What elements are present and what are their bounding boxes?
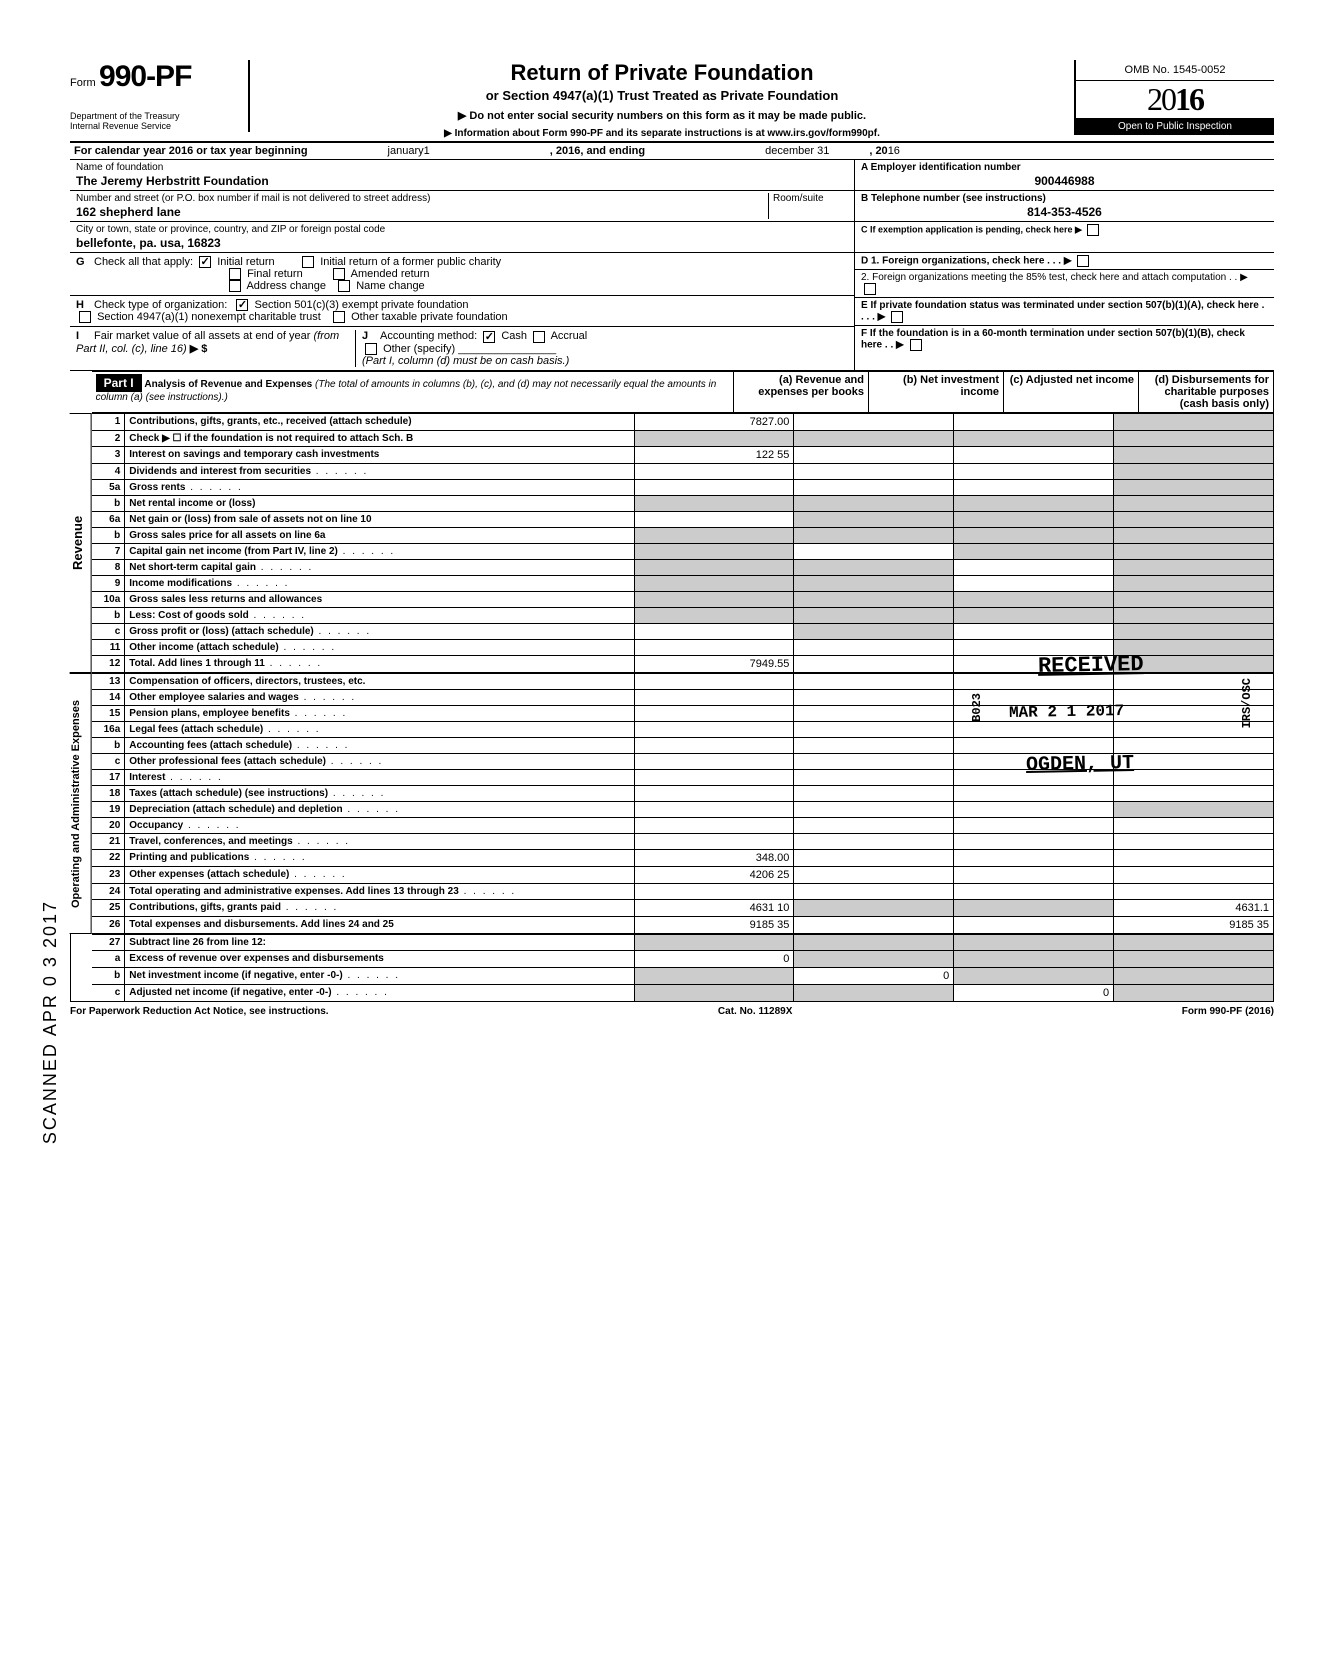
expenses-label: Operating and Administrative Expenses — [70, 673, 92, 934]
table-row: 24Total operating and administrative exp… — [92, 883, 1274, 899]
title-sub: or Section 4947(a)(1) Trust Treated as P… — [260, 88, 1064, 103]
name-label: Name of foundation — [76, 162, 848, 173]
box-b-label: B Telephone number (see instructions) — [861, 193, 1268, 204]
check-cash[interactable] — [483, 331, 495, 343]
box-c-check[interactable] — [1087, 224, 1099, 236]
table-row: aExcess of revenue over expenses and dis… — [92, 950, 1274, 967]
table-row: 27Subtract line 26 from line 12: — [92, 934, 1274, 950]
title-note1: ▶ Do not enter social security numbers o… — [260, 109, 1064, 122]
check-4947[interactable] — [79, 311, 91, 323]
table-row: bLess: Cost of goods sold — [92, 607, 1274, 623]
title-main: Return of Private Foundation — [260, 60, 1064, 86]
foundation-name: The Jeremy Herbstritt Foundation — [76, 174, 848, 188]
table-row: bAccounting fees (attach schedule) — [92, 737, 1274, 753]
table-row: 9Income modifications — [92, 575, 1274, 591]
room-label: Room/suite — [768, 193, 848, 219]
table-row: 3Interest on savings and temporary cash … — [92, 446, 1274, 463]
check-amended[interactable] — [333, 268, 345, 280]
check-address-change[interactable] — [229, 280, 241, 292]
part1-label: Part I — [96, 374, 142, 392]
table-row: 2Check ▶ ☐ if the foundation is not requ… — [92, 430, 1274, 446]
check-initial-return[interactable] — [199, 256, 211, 268]
omb-number: OMB No. 1545-0052 — [1076, 60, 1274, 81]
box-e: E If private foundation status was termi… — [861, 300, 1264, 323]
table-row: 25Contributions, gifts, grants paid4631 … — [92, 899, 1274, 916]
form-label: Form — [70, 77, 96, 89]
telephone: 814-353-4526 — [861, 205, 1268, 219]
check-501c3[interactable] — [236, 299, 248, 311]
foundation-addr: 162 shepherd lane — [76, 205, 768, 219]
table-row: 26Total expenses and disbursements. Add … — [92, 916, 1274, 933]
row-g: GCheck all that apply: Initial return In… — [70, 253, 854, 296]
table-row: 22Printing and publications348.00 — [92, 849, 1274, 866]
table-row: 7Capital gain net income (from Part IV, … — [92, 543, 1274, 559]
revenue-label: Revenue — [70, 413, 92, 673]
row-h: HCheck type of organization: Section 501… — [70, 296, 854, 327]
tax-end-yr: 16 — [888, 145, 900, 157]
check-name-change[interactable] — [338, 280, 350, 292]
stamp-scanned: SCANNED APR 0 3 2017 — [40, 900, 61, 1144]
check-final-return[interactable] — [229, 268, 241, 280]
check-other-method[interactable] — [365, 343, 377, 355]
table-row: bGross sales price for all assets on lin… — [92, 527, 1274, 543]
check-former-public[interactable] — [302, 256, 314, 268]
table-row: 19Depreciation (attach schedule) and dep… — [92, 801, 1274, 817]
table-row: bNet investment income (if negative, ent… — [92, 967, 1274, 984]
stamp-ogden: OGDEN, UT — [1026, 752, 1134, 777]
box-c: C If exemption application is pending, c… — [861, 224, 1082, 234]
table-row: 20Occupancy — [92, 817, 1274, 833]
info-grid: Name of foundation The Jeremy Herbstritt… — [70, 160, 1274, 253]
col-b: (b) Net investment income — [869, 371, 1004, 412]
table-row: 21Travel, conferences, and meetings — [92, 833, 1274, 849]
table-row: 8Net short-term capital gain — [92, 559, 1274, 575]
col-a: (a) Revenue and expenses per books — [734, 371, 869, 412]
col-c: (c) Adjusted net income — [1004, 371, 1139, 412]
table-row: 10aGross sales less returns and allowanc… — [92, 591, 1274, 607]
table-row: 5aGross rents — [92, 479, 1274, 495]
footer: For Paperwork Reduction Act Notice, see … — [70, 1006, 1274, 1017]
table-row: 18Taxes (attach schedule) (see instructi… — [92, 785, 1274, 801]
stamp-received: RECEIVED — [1038, 652, 1144, 679]
table-row: 16aLegal fees (attach schedule) — [92, 721, 1274, 737]
check-other-taxable[interactable] — [333, 311, 345, 323]
foundation-city: bellefonte, pa. usa, 16823 — [76, 236, 848, 250]
col-d: (d) Disbursements for charitable purpose… — [1139, 371, 1274, 412]
box-d1: D 1. Foreign organizations, check here .… — [861, 256, 1072, 267]
table-row: cAdjusted net income (if negative, enter… — [92, 984, 1274, 1001]
table-row: 6aNet gain or (loss) from sale of assets… — [92, 511, 1274, 527]
footer-mid: Cat. No. 11289X — [718, 1006, 792, 1017]
part1-table: Part I Analysis of Revenue and Expenses … — [92, 371, 1274, 413]
table-row: 1Contributions, gifts, grants, etc., rec… — [92, 413, 1274, 430]
stamp-date: MAR 2 1 2017 — [1009, 702, 1125, 722]
stamp-b023: B023 — [970, 693, 984, 722]
dept-irs: Internal Revenue Service — [70, 122, 236, 132]
title-note2: ▶ Information about Form 990-PF and its … — [260, 128, 1064, 139]
ein: 900446988 — [861, 174, 1268, 188]
addr-label: Number and street (or P.O. box number if… — [76, 193, 768, 204]
box-d2: 2. Foreign organizations meeting the 85%… — [861, 272, 1248, 283]
tax-year: 2016 — [1076, 81, 1274, 118]
stamp-irs: IRS/OSC — [1240, 678, 1254, 728]
footer-right: Form 990-PF (2016) — [1182, 1006, 1274, 1017]
table-row: bNet rental income or (loss) — [92, 495, 1274, 511]
table-row: 23Other expenses (attach schedule)4206 2… — [92, 866, 1274, 883]
table-row: cGross profit or (loss) (attach schedule… — [92, 623, 1274, 639]
form-number: 990-PF — [99, 60, 191, 93]
open-inspection: Open to Public Inspection — [1076, 118, 1274, 135]
footer-left: For Paperwork Reduction Act Notice, see … — [70, 1006, 329, 1017]
calendar-year-row: For calendar year 2016 or tax year begin… — [70, 143, 1274, 160]
row-ij: IFair market value of all assets at end … — [70, 327, 854, 369]
table-row: 4Dividends and interest from securities — [92, 463, 1274, 479]
check-accrual[interactable] — [533, 331, 545, 343]
box-a-label: A Employer identification number — [861, 162, 1268, 173]
city-label: City or town, state or province, country… — [76, 224, 848, 235]
tax-end: december 31 — [765, 145, 829, 157]
form-header: Form 990-PF Department of the Treasury I… — [70, 60, 1274, 143]
tax-begin: january1 — [388, 145, 430, 157]
